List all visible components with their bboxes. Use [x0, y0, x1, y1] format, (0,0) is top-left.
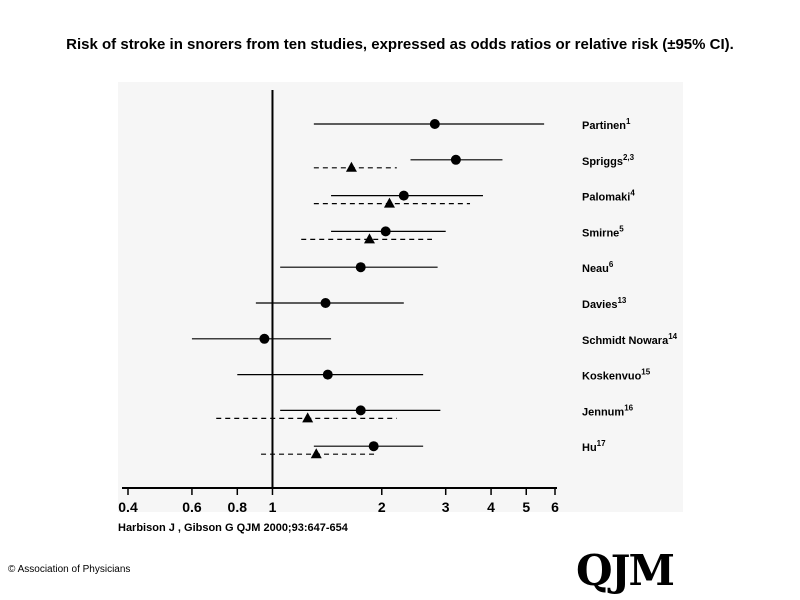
study-name: Palomaki — [582, 192, 630, 204]
triangle-estimate — [302, 412, 314, 423]
study-reference: 17 — [597, 439, 606, 448]
study-label: Schmidt Nowara14 — [582, 332, 678, 347]
study-name: Neau — [582, 263, 609, 275]
study-name: Partinen — [582, 120, 626, 132]
qjm-logo: QJM — [576, 546, 675, 595]
point-estimate — [355, 262, 366, 273]
study-name: Schmidt Nowara — [582, 335, 669, 347]
point-estimate — [429, 119, 440, 129]
x-tick-label: 0.4 — [118, 499, 138, 515]
study-label: Partinen1 — [582, 117, 631, 132]
triangle-estimate — [345, 161, 357, 172]
x-tick-label: 0.6 — [182, 499, 202, 515]
study-reference: 5 — [619, 224, 624, 233]
plot-panel — [118, 82, 683, 512]
point-estimate — [322, 369, 333, 380]
study-name: Spriggs — [582, 156, 623, 168]
study-label: Davies13 — [582, 296, 627, 311]
study-reference: 6 — [609, 260, 614, 269]
x-tick-label: 2 — [378, 499, 386, 515]
x-tick-label: 6 — [551, 499, 559, 515]
triangle-estimate — [383, 197, 395, 208]
point-estimate — [380, 226, 391, 237]
study-name: Hu — [582, 442, 597, 454]
study-reference: 2,3 — [623, 153, 635, 162]
point-estimate — [320, 298, 331, 308]
study-reference: 14 — [668, 332, 677, 341]
point-estimate — [368, 441, 379, 452]
point-estimate — [398, 190, 409, 201]
study-name: Jennum — [582, 406, 624, 418]
study-label: Koskenvuo15 — [582, 368, 651, 383]
x-tick-label: 4 — [487, 499, 495, 515]
study-name: Koskenvuo — [582, 371, 642, 383]
study-label: Palomaki4 — [582, 189, 635, 204]
triangle-estimate — [363, 233, 375, 244]
study-reference: 16 — [624, 403, 633, 412]
study-name: Davies — [582, 299, 617, 311]
study-reference: 13 — [617, 296, 626, 305]
x-tick-label: 1 — [269, 499, 277, 515]
copyright-text: © Association of Physicians — [8, 564, 131, 575]
triangle-estimate — [310, 448, 322, 459]
study-name: Smirne — [582, 227, 619, 239]
study-reference: 15 — [641, 368, 650, 377]
point-estimate — [355, 405, 366, 416]
x-tick-label: 0.8 — [228, 499, 248, 515]
study-label: Jennum16 — [582, 403, 634, 418]
study-label: Neau6 — [582, 260, 614, 275]
study-label: Smirne5 — [582, 224, 624, 239]
x-tick-label: 3 — [442, 499, 450, 515]
citation-text: Harbison J , Gibson G QJM 2000;93:647-65… — [118, 522, 348, 534]
point-estimate — [259, 333, 270, 344]
x-tick-label: 5 — [522, 499, 530, 515]
study-label: Hu17 — [582, 439, 606, 454]
study-label: Spriggs2,3 — [582, 153, 635, 168]
point-estimate — [450, 154, 461, 165]
study-reference: 1 — [626, 117, 631, 126]
study-reference: 4 — [630, 189, 635, 198]
figure-title: Risk of stroke in snorers from ten studi… — [66, 36, 734, 53]
